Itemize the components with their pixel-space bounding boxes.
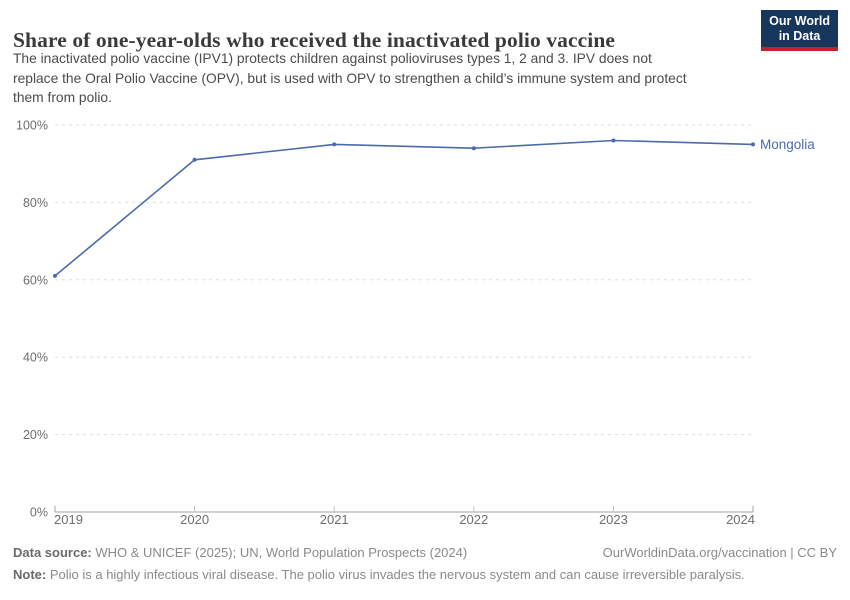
data-point-2022[interactable] (471, 146, 476, 151)
data-point-2024[interactable] (751, 142, 755, 147)
owid-logo-line1: Our World (769, 14, 830, 28)
subtitle-line: them from polio. (13, 90, 112, 105)
y-tick-label: 100% (16, 119, 48, 133)
series-line-mongolia[interactable] (54, 139, 754, 277)
footer-link[interactable]: OurWorldinData.org/vaccination | CC BY (602, 545, 837, 560)
owid-logo-line2: in Data (778, 29, 821, 43)
x-tick-label: 2021 (320, 512, 349, 527)
data-point-2023[interactable] (611, 138, 616, 143)
data-source-label: Data source: (13, 545, 92, 560)
x-tick-label: 2022 (459, 512, 488, 527)
chart-subtitle: The inactivated polio vaccine (IPV1) pro… (13, 49, 761, 108)
owid-logo[interactable]: Our World in Data (761, 10, 838, 51)
y-tick-label: 20% (23, 428, 48, 442)
subtitle-line: The inactivated polio vaccine (IPV1) pro… (13, 51, 652, 66)
line-chart-canvas[interactable]: 0% 20% 40% 60% 80% 100% 2019 2020 2021 2022 2023 20… (0, 100, 850, 545)
y-tick-label: 60% (23, 273, 48, 287)
page-title: Share of one-year-olds who received the … (13, 28, 616, 53)
data-point-2021[interactable] (332, 142, 337, 147)
x-tick-label: 2020 (180, 512, 209, 527)
y-tick-label: 40% (23, 351, 48, 365)
x-tick-label: 2023 (599, 512, 628, 527)
chart-footer: Data source: WHO & UNICEF (2025); UN, Wo… (13, 545, 837, 583)
y-tick-label: 0% (30, 506, 48, 520)
x-tick-label: 2019 (54, 512, 83, 527)
data-source-text: Data source: WHO & UNICEF (2025); UN, Wo… (13, 545, 468, 560)
note-label: Note: (13, 567, 47, 582)
subtitle-line: replace the Oral Polio Vaccine (OPV), bu… (13, 70, 687, 86)
series-label-mongolia[interactable]: Mongolia (760, 137, 815, 152)
y-tick-label: 80% (23, 196, 48, 210)
x-tick-label: 2024 (726, 512, 755, 527)
data-point-2019[interactable] (53, 273, 57, 278)
note-text: Note: Polio is a highly infectious viral… (13, 567, 745, 582)
data-point-2020[interactable] (192, 157, 197, 162)
